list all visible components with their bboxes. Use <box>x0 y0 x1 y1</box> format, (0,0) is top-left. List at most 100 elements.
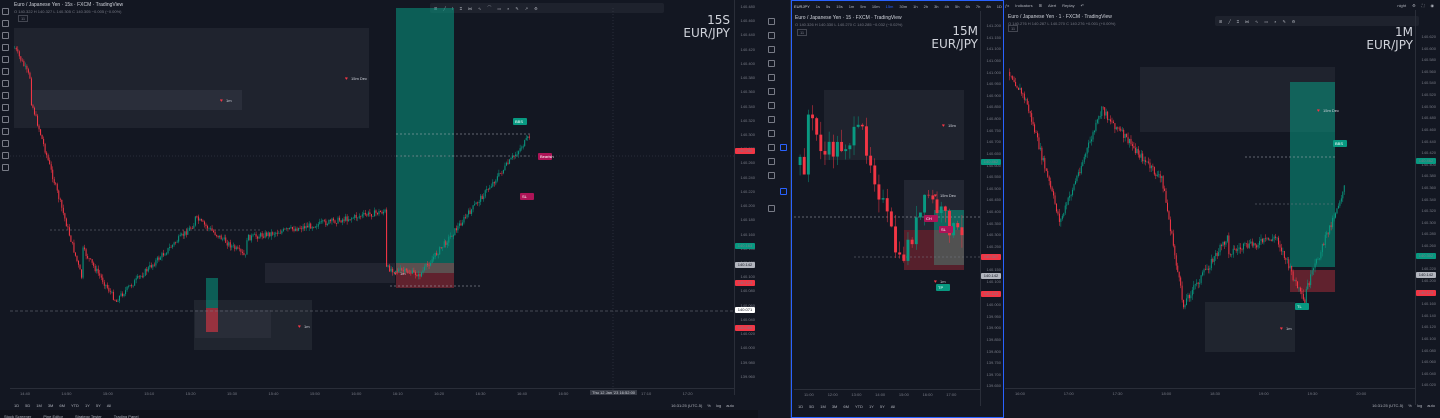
timeframe-button[interactable]: 1s <box>815 3 821 9</box>
left-chart-panel[interactable]: Euro / Japanese Yen · 15s · FXCM · Tradi… <box>0 0 758 418</box>
tool-icon[interactable]: ∿ <box>478 5 482 11</box>
crosshair-icon[interactable] <box>768 18 775 25</box>
tool-icon[interactable]: ▭ <box>1264 18 1269 24</box>
trash-icon[interactable] <box>1 164 9 171</box>
range-button[interactable]: 3M <box>831 403 838 409</box>
timeframe-button[interactable]: 2h <box>923 3 929 9</box>
legend-count[interactable]: 11 <box>18 15 29 22</box>
measure-icon[interactable] <box>768 88 775 95</box>
pattern-icon[interactable] <box>768 60 775 67</box>
timeframe-button[interactable]: 30m <box>899 3 908 9</box>
scale-control[interactable]: log <box>1416 402 1423 408</box>
timeframe-button[interactable]: 8h <box>986 3 991 9</box>
replay-button[interactable]: Replay <box>1062 2 1075 8</box>
fib-icon[interactable] <box>768 46 775 53</box>
lock-icon[interactable] <box>1 140 9 147</box>
brush-icon[interactable] <box>1 44 9 51</box>
trendline-icon[interactable] <box>1 20 9 27</box>
timeframe-button[interactable]: 15s <box>836 3 843 9</box>
right-chart-panel[interactable]: ƒx Indicators ⊞ Alert Replay ↶ night ⚙ ⛶… <box>1005 0 1440 418</box>
footer-tab[interactable]: Pine Editor <box>43 413 63 418</box>
indicators-icon[interactable]: ƒx <box>1005 2 1010 8</box>
alert-icon[interactable] <box>780 188 787 195</box>
heart-icon[interactable] <box>1 92 9 99</box>
timeframe-button[interactable]: 5s <box>826 3 831 9</box>
range-button[interactable]: 5Y <box>879 403 885 409</box>
range-button[interactable]: 5D <box>25 402 31 408</box>
ruler-icon[interactable] <box>768 130 775 137</box>
symbol-search[interactable]: EURJPY <box>794 3 810 9</box>
pattern-icon[interactable] <box>1 68 9 75</box>
layout-name[interactable]: night <box>1397 2 1407 8</box>
timeframe-button[interactable]: 3h <box>934 3 939 9</box>
scale-control[interactable]: auto <box>1427 402 1435 408</box>
trendline-icon[interactable] <box>768 32 775 39</box>
timeframe-button[interactable]: 1h <box>913 3 918 9</box>
tool-icon[interactable]: ⚙ <box>534 5 538 11</box>
range-button[interactable]: 1M <box>36 402 42 408</box>
tool-icon[interactable]: ⌗ <box>459 5 462 11</box>
right-time-axis[interactable]: 16:00 17:00 17:30 18:00 18:30 19:00 19:30 20:00 <box>1005 388 1415 399</box>
scale-control[interactable]: 16:31:25 (UTC-5) <box>671 402 703 408</box>
trash-icon[interactable] <box>768 205 775 212</box>
tool-icon[interactable]: ▭ <box>497 5 502 11</box>
mid-price-axis[interactable]: 141.200 141.150 141.100 141.050 141.000 140.9… <box>980 11 1003 406</box>
settings-icon[interactable]: ⚙ <box>1412 2 1416 8</box>
brush-icon[interactable] <box>768 102 775 109</box>
alert-button[interactable]: Alert <box>1047 2 1057 8</box>
text-icon[interactable] <box>1 56 9 63</box>
tool-icon[interactable]: ⋈ <box>468 5 472 11</box>
timeframe-button[interactable]: 6h <box>965 3 970 9</box>
mid-chart-panel[interactable]: EURJPY 1s 5s 15s 1m 5m 10m 15m 30m 1h 2h 3h 4h 5h 6h 7… <box>791 0 1004 418</box>
eye-icon[interactable] <box>768 172 775 179</box>
range-button[interactable]: 1Y <box>84 402 90 408</box>
range-button[interactable]: 1Y <box>868 403 874 409</box>
lock-icon[interactable] <box>768 158 775 165</box>
mid-time-axis[interactable]: 11:00 12:00 13:00 14:00 15:00 16:00 17:00 <box>794 389 980 400</box>
tool-icon[interactable]: ╱ <box>1228 18 1231 24</box>
timeframe-button[interactable]: 1D <box>996 3 1002 9</box>
timeframe-button[interactable]: 10m <box>871 3 880 9</box>
magnet-icon[interactable] <box>768 144 775 151</box>
tool-icon[interactable]: ⌕ <box>1274 18 1277 24</box>
scale-control[interactable]: % <box>1408 402 1412 408</box>
camera-icon[interactable]: ◉ <box>1430 2 1435 8</box>
scale-control[interactable]: auto <box>726 402 734 408</box>
scale-control[interactable]: % <box>707 402 711 408</box>
tool-icon[interactable]: ⌒ <box>487 5 492 10</box>
range-button[interactable]: All <box>106 402 112 408</box>
footer-tab[interactable]: Strategy Tester <box>74 413 102 418</box>
fib-icon[interactable] <box>1 32 9 39</box>
scale-control[interactable]: 16:31:25 (UTC-5) <box>1372 402 1404 408</box>
tool-icon[interactable]: ⋈ <box>1245 18 1250 24</box>
zoom-icon[interactable] <box>768 116 775 123</box>
tool-icon[interactable]: ⌗ <box>1236 18 1240 24</box>
footer-tab[interactable]: Trading Panel <box>113 413 139 418</box>
timeframe-button[interactable]: 1m <box>848 3 855 9</box>
range-button[interactable]: 6M <box>843 403 849 409</box>
tool-icon[interactable]: ⚙ <box>1291 18 1296 24</box>
range-button[interactable]: 5D <box>809 403 815 409</box>
timeframe-button[interactable]: 5m <box>860 3 866 9</box>
favorites-icon[interactable] <box>780 144 787 151</box>
range-button[interactable]: YTD <box>854 403 863 409</box>
tool-icon[interactable]: ✎ <box>515 5 519 11</box>
crosshair-icon[interactable] <box>1 8 9 15</box>
ruler-icon[interactable] <box>1 104 9 111</box>
timeframe-button[interactable]: 7h <box>975 3 981 9</box>
range-button[interactable]: 3M <box>47 402 54 408</box>
zoom-icon[interactable] <box>1 116 9 123</box>
timeframe-button[interactable]: 5h <box>954 3 960 9</box>
tool-icon[interactable]: ⊞ <box>1219 18 1223 24</box>
magnet-icon[interactable] <box>1 128 9 135</box>
tool-icon[interactable]: ∿ <box>1255 18 1259 24</box>
scale-control[interactable]: log <box>715 402 722 408</box>
indicators-button[interactable]: Indicators <box>1015 2 1033 8</box>
range-button[interactable]: 6M <box>59 402 65 408</box>
legend-count[interactable]: 11 <box>797 29 808 36</box>
tool-icon[interactable]: ⌕ <box>507 5 510 11</box>
legend-count[interactable]: 11 <box>1008 25 1019 32</box>
